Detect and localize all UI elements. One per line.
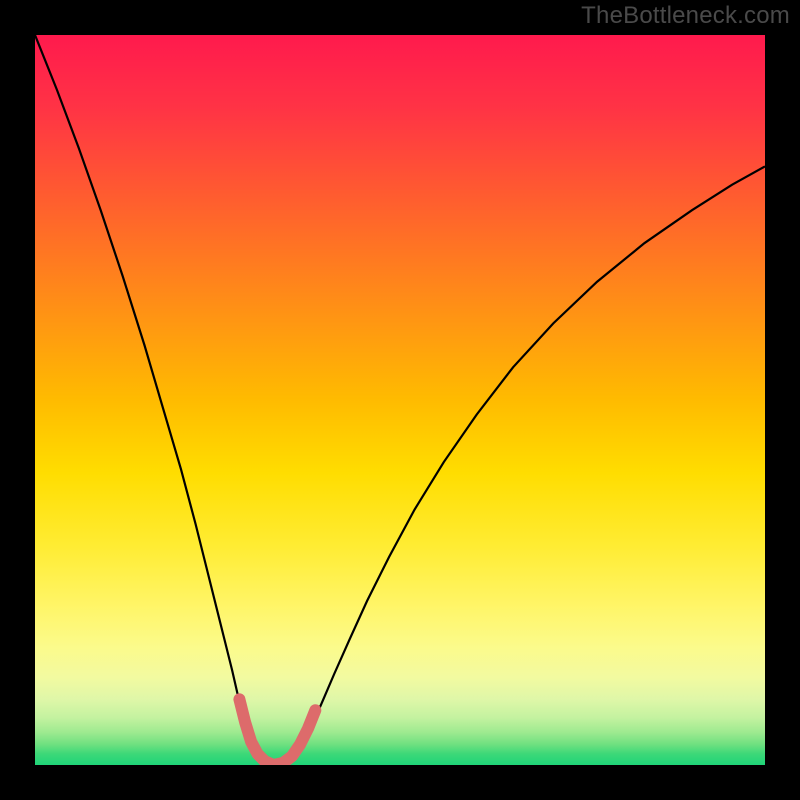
- watermark-text: TheBottleneck.com: [581, 2, 790, 30]
- plot-gradient-background: [35, 35, 765, 765]
- gradient-rect: [35, 35, 765, 765]
